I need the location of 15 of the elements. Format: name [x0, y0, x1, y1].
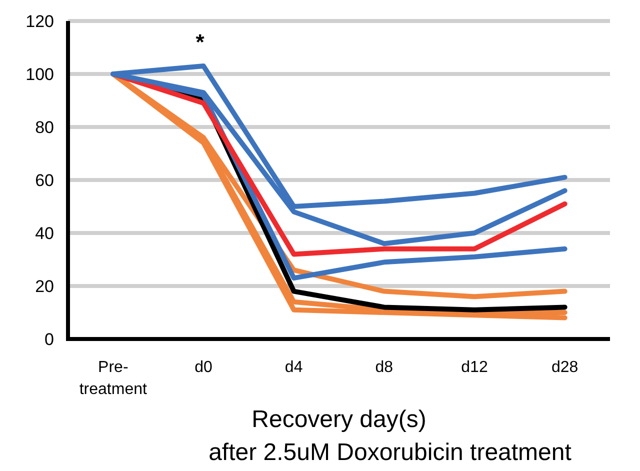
x-axis-title: Recovery day(s) after 2.5uM Doxorubicin treatment — [208, 406, 572, 466]
x-tick-label: Pre- treatment — [79, 359, 148, 398]
annotation: * — [196, 29, 205, 54]
y-tick-label: 20 — [35, 276, 54, 296]
x-tick-label: d28 — [551, 359, 578, 376]
y-tick-label: 80 — [35, 118, 54, 137]
y-tick-label: 40 — [35, 224, 54, 243]
x-tick-label: d8 — [375, 359, 394, 376]
y-tick-label: 60 — [35, 170, 54, 190]
y-tick-label: 0 — [44, 330, 54, 349]
y-tick-label: 100 — [26, 64, 54, 84]
x-tick-label: d0 — [194, 359, 212, 376]
x-tick-label: d4 — [284, 359, 303, 376]
y-tick-label: 120 — [26, 12, 54, 31]
x-tick-label: d12 — [461, 359, 488, 376]
